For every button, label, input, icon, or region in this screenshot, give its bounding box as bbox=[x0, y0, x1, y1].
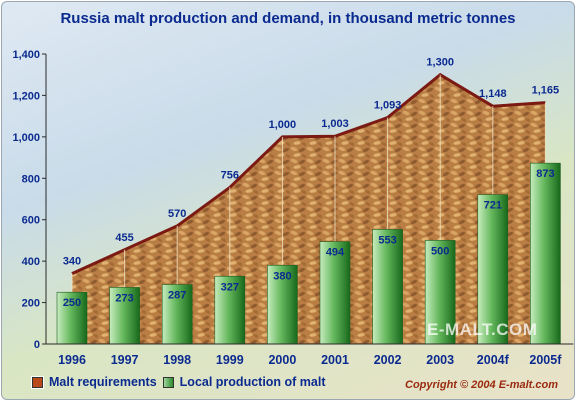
requirement-label: 1,003 bbox=[321, 118, 349, 130]
legend: Malt requirements Local production of ma… bbox=[31, 375, 326, 389]
requirement-label: 756 bbox=[221, 169, 239, 181]
legend-swatch-production bbox=[162, 376, 174, 388]
production-label: 873 bbox=[536, 168, 554, 180]
y-tick-label: 200 bbox=[22, 298, 40, 310]
production-label: 327 bbox=[221, 281, 239, 293]
copyright: Copyright © 2004 E-malt.com bbox=[405, 379, 558, 391]
legend-label-production: Local production of malt bbox=[179, 375, 326, 389]
production-bar bbox=[161, 284, 193, 345]
legend-label-requirements: Malt requirements bbox=[49, 375, 157, 389]
production-label: 273 bbox=[115, 292, 133, 304]
production-label: 287 bbox=[168, 290, 186, 302]
requirement-label: 1,165 bbox=[532, 85, 560, 97]
production-label: 250 bbox=[63, 297, 81, 309]
malt-requirements-line bbox=[71, 72, 546, 275]
production-label: 494 bbox=[326, 247, 345, 259]
y-tick-label: 800 bbox=[22, 173, 40, 185]
production-bar bbox=[319, 241, 351, 345]
requirement-label: 455 bbox=[115, 232, 133, 244]
production-bar bbox=[214, 275, 246, 345]
production-bars bbox=[56, 162, 561, 345]
production-bar bbox=[424, 240, 456, 345]
production-label: 380 bbox=[273, 270, 291, 282]
x-tick-label: 2000 bbox=[268, 353, 296, 367]
production-label: 500 bbox=[431, 245, 449, 257]
requirement-label: 1,148 bbox=[479, 88, 507, 100]
y-tick-label: 400 bbox=[22, 256, 40, 268]
production-label: 553 bbox=[378, 234, 396, 246]
y-tick-label: 1,400 bbox=[12, 49, 40, 61]
x-tick-label: 2001 bbox=[321, 353, 349, 367]
requirement-label: 570 bbox=[168, 208, 186, 220]
y-tick-label: 1,000 bbox=[12, 132, 40, 144]
x-tick-label: 2003 bbox=[426, 353, 454, 367]
production-bar bbox=[56, 291, 88, 345]
production-bar bbox=[109, 287, 140, 345]
requirement-label: 340 bbox=[63, 256, 81, 268]
chart-title: Russia malt production and demand, in th… bbox=[60, 10, 516, 27]
production-bar bbox=[530, 162, 561, 345]
x-tick-label: 2002 bbox=[374, 353, 402, 367]
x-tick-label: 1997 bbox=[111, 353, 139, 367]
production-bar bbox=[477, 194, 509, 345]
y-tick-label: 0 bbox=[34, 339, 40, 351]
requirement-label: 1,300 bbox=[426, 57, 454, 69]
watermark: E-MALT.COM bbox=[427, 320, 538, 339]
x-tick-label: 2004f bbox=[477, 353, 510, 367]
data-labels: 340 455 570 756 1,000 1,003 1,093 1,300 1,148 1,1… bbox=[63, 57, 559, 310]
x-tick-label: 1996 bbox=[58, 353, 86, 367]
y-tick-label: 1,200 bbox=[12, 90, 40, 102]
x-tick-label: 2005f bbox=[529, 353, 562, 367]
y-tick-label: 600 bbox=[22, 215, 40, 227]
production-label: 721 bbox=[484, 200, 502, 212]
x-tick-label: 1999 bbox=[216, 353, 244, 367]
x-axis: 1996 1997 1998 1999 2000 2001 2002 2003 2004f 200… bbox=[46, 343, 574, 367]
requirement-label: 1,093 bbox=[374, 100, 402, 112]
malt-requirements-area bbox=[72, 74, 546, 344]
legend-swatch-requirements bbox=[31, 375, 44, 389]
production-bar bbox=[267, 264, 298, 345]
requirement-label: 1,000 bbox=[269, 119, 297, 131]
y-axis: 0 200 400 600 800 1,000 1,200 1,400 bbox=[12, 49, 47, 351]
production-bar bbox=[372, 229, 403, 345]
x-tick-label: 1998 bbox=[163, 353, 191, 367]
